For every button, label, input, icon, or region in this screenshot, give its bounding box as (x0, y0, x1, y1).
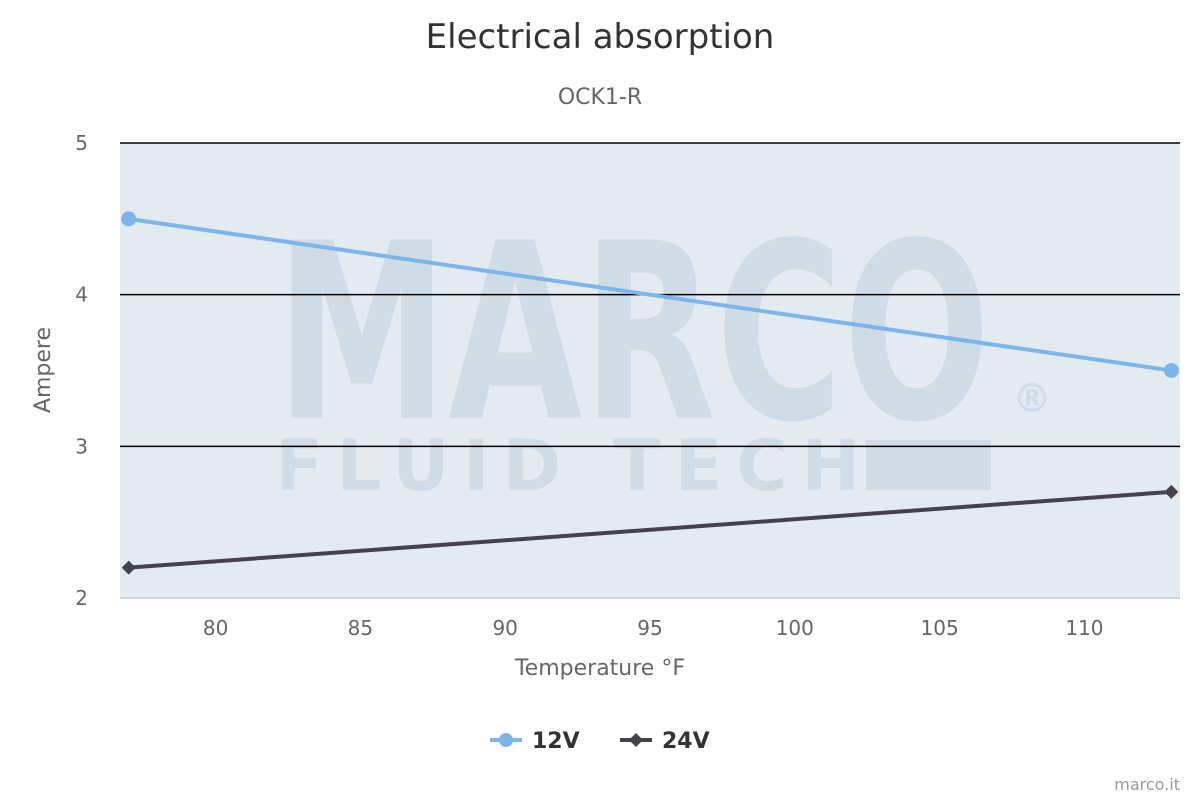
legend-label: 24V (662, 729, 710, 754)
plot-background (120, 143, 1180, 598)
chart-title: Electrical absorption (426, 17, 775, 57)
y-tick-label: 4 (75, 283, 88, 307)
y-axis-ticks: 2 3 4 5 (75, 131, 88, 610)
x-tick-label: 95 (637, 616, 662, 640)
y-axis-title: Ampere (31, 327, 56, 413)
data-point[interactable] (121, 560, 136, 575)
series-line-24v (128, 489, 1172, 570)
x-tick-label: 100 (776, 616, 814, 640)
x-axis-title: Temperature °F (514, 656, 685, 681)
data-point[interactable] (1163, 363, 1179, 378)
y-tick-label: 5 (75, 131, 88, 155)
y-tick-label: 3 (75, 434, 88, 458)
x-tick-label: 80 (203, 616, 228, 640)
legend-symbol[interactable] (629, 733, 643, 747)
y-tick-label: 2 (75, 586, 88, 610)
x-tick-label: 85 (348, 616, 373, 640)
chart-subtitle: OCK1-R (558, 85, 642, 110)
series-12v (121, 211, 1179, 378)
legend[interactable]: 12V 24V (490, 729, 710, 754)
x-tick-label: 90 (492, 616, 517, 640)
legend-item-12v[interactable]: 12V (490, 729, 580, 754)
x-tick-label: 105 (921, 616, 959, 640)
series-line-12v (128, 216, 1172, 373)
data-point[interactable] (121, 211, 137, 227)
series-24v (121, 484, 1179, 575)
legend-item-24v[interactable]: 24V (620, 729, 710, 754)
x-axis-ticks: 80 85 90 95 100 105 110 (203, 616, 1104, 640)
credit-link[interactable]: marco.it (1114, 775, 1180, 794)
series-layer (121, 211, 1179, 575)
x-tick-label: 110 (1065, 616, 1103, 640)
marco-watermark-logo: MARCO ® FLUID TECH (275, 191, 1052, 507)
watermark-registered-mark: ® (1012, 376, 1052, 422)
legend-symbol[interactable] (499, 733, 513, 747)
legend-label: 12V (532, 729, 580, 754)
watermark-brand: MARCO (276, 191, 991, 476)
data-point[interactable] (1164, 484, 1179, 499)
watermark-block (866, 440, 991, 490)
